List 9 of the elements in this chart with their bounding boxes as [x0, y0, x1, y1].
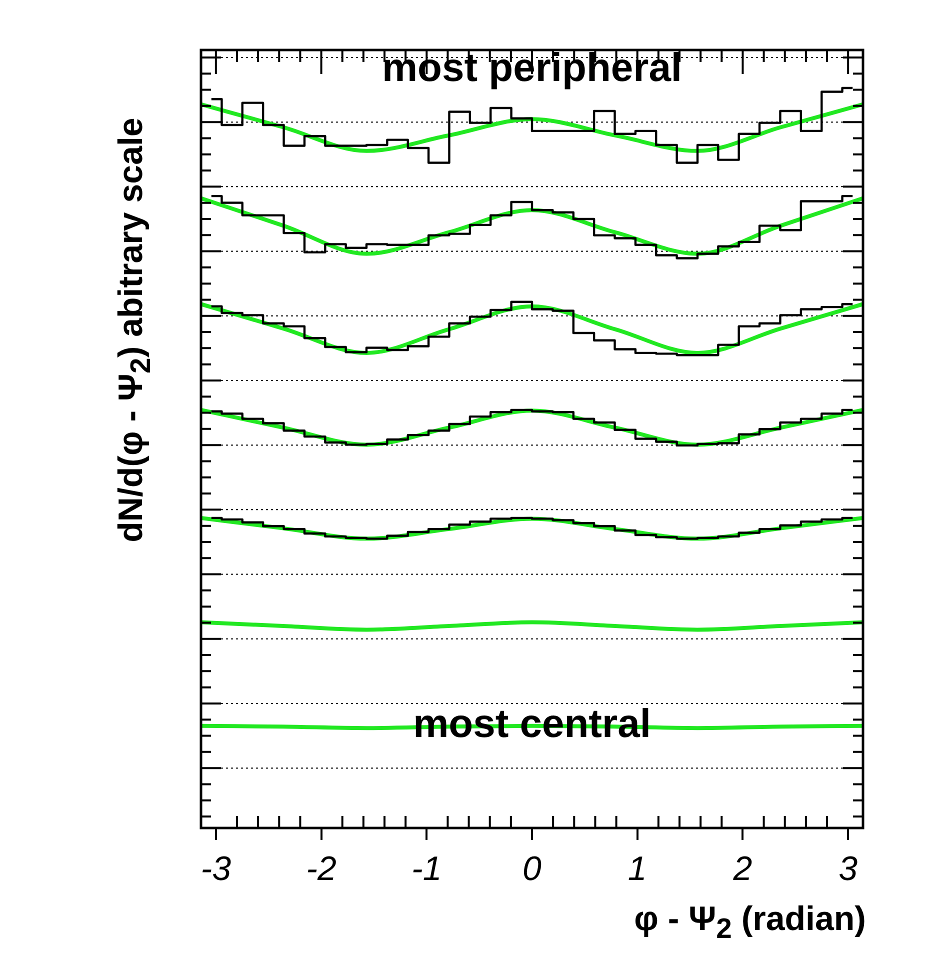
x-tick-label: 1 [628, 850, 647, 888]
x-tick-label: -3 [200, 850, 232, 888]
x-tick-label: -1 [412, 850, 442, 888]
x-tick-label: 2 [732, 850, 752, 888]
x-tick-label: 0 [522, 850, 542, 888]
annotation: most peripheral [382, 46, 682, 90]
x-tick-label: 3 [838, 850, 858, 888]
x-tick-label: -2 [306, 850, 336, 888]
x-axis-title: φ - Ψ$_{2}$ (radian) [634, 900, 866, 946]
